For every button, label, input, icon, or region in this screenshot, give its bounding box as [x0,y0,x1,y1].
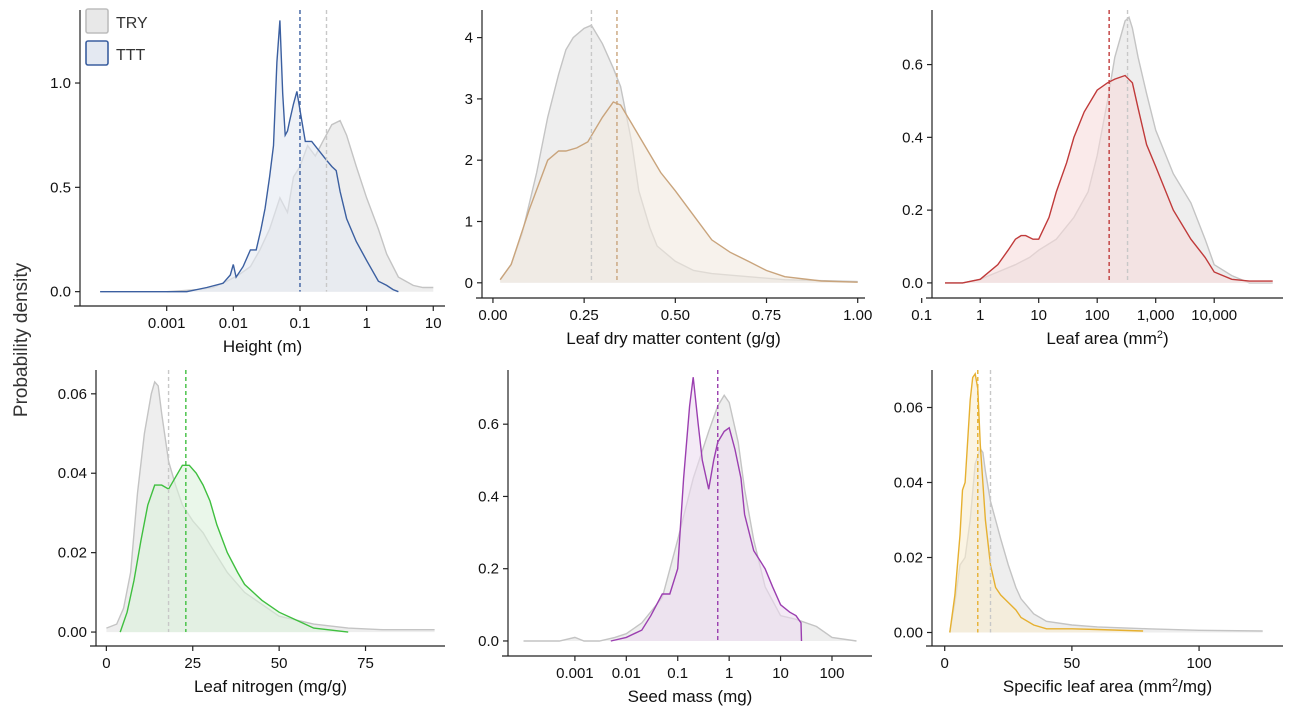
sla-x-tick-label: 0 [941,655,949,672]
leaf-area-x-tick-label: 10 [1030,307,1047,324]
panel-leaf-area: 0.0 0.2 0.4 0.6 0.1 1 10 100 1,000 10,000 Leaf are… [902,10,1283,348]
leaf-nitrogen-y-tick-label: 0.04 [58,465,87,482]
height-x-tick-label: 0.1 [290,315,311,332]
y-axis-label: Probability density [11,262,32,417]
ldmc-y-tick-label: 0 [465,275,473,292]
leaf-nitrogen-y-tick-label: 0.06 [58,386,87,403]
sla-y-tick-label: 0.00 [894,625,923,642]
panel-seed-mass: 0.0 0.2 0.4 0.6 0.001 0.01 0.1 1 10 100 Seed mass … [478,370,872,706]
ldmc-density-line-ttt [499,101,858,283]
leaf-nitrogen-y-tick-label: 0.00 [58,624,87,641]
seed-mass-x-axis-title: Seed mass (mg) [628,687,753,706]
panel-specific-leaf-area: 0.00 0.02 0.04 0.06 0 50 100 Specific leaf area… [894,370,1283,696]
seed-mass-x-tick-label: 1 [725,665,733,682]
leaf-area-x-tick-label: 100 [1085,307,1110,324]
ldmc-y-tick-label: 4 [465,30,473,47]
height-density-line-ttt [100,20,399,293]
sla-x-tick-label: 100 [1187,655,1212,672]
leaf-area-x-tick-label: 0.1 [911,307,932,324]
ldmc-y-tick-label: 3 [465,91,473,108]
leaf-nitrogen-x-tick-label: 25 [184,655,201,672]
leaf-area-y-tick-label: 0.0 [902,275,923,292]
leaf-nitrogen-density-line-ttt [119,464,349,633]
leaf-area-y-tick-label: 0.6 [902,57,923,74]
seed-mass-x-tick-label: 0.1 [667,665,688,682]
panel-leaf-nitrogen: 0.00 0.02 0.04 0.06 0 25 50 75 Leaf nitrogen (mg… [58,370,445,696]
leaf-area-y-tick-label: 0.2 [902,202,923,219]
panel-height: 0.0 0.5 1.0 0.001 0.01 0.1 1 10 Height (m) [50,10,445,356]
sla-x-tick-label: 50 [1064,655,1081,672]
seed-mass-density-line-ttt [610,377,803,642]
leaf-area-x-tick-label: 1 [976,307,984,324]
leaf-nitrogen-x-tick-label: 75 [357,655,374,672]
ldmc-y-tick-label: 2 [465,152,473,169]
height-x-tick-label: 0.01 [219,315,248,332]
legend-swatch-ttt [85,40,109,66]
height-x-tick-label: 1 [362,315,370,332]
sla-x-axis-title: Specific leaf area (mm2/mg) [1003,677,1212,696]
height-y-tick-label: 0.0 [50,284,71,301]
height-x-axis-title: Height (m) [223,337,302,356]
sla-y-tick-label: 0.02 [894,550,923,567]
seed-mass-y-tick-label: 0.0 [478,633,499,650]
seed-mass-x-tick-label: 100 [819,665,844,682]
legend: TRY TTT [85,8,148,66]
ldmc-y-tick-label: 1 [465,214,473,231]
seed-mass-x-tick-label: 10 [772,665,789,682]
height-y-tick-label: 0.5 [50,179,71,196]
leaf-nitrogen-y-tick-label: 0.02 [58,545,87,562]
seed-mass-x-tick-label: 0.01 [612,665,641,682]
leaf-area-x-axis-title: Leaf area (mm2) [1046,329,1168,348]
leaf-area-x-tick-label: 1,000 [1137,307,1175,324]
legend-label-try: TRY [116,15,148,32]
legend-label-ttt: TTT [116,47,146,64]
ldmc-density-area-ttt [500,102,858,283]
ldmc-x-tick-label: 1.00 [843,307,872,324]
ldmc-x-tick-label: 0.50 [661,307,690,324]
sla-y-tick-label: 0.04 [894,475,923,492]
seed-mass-density-area-ttt [610,377,802,641]
sla-density-line-ttt [949,371,1144,633]
legend-swatch-try [85,8,109,34]
leaf-nitrogen-x-tick-label: 0 [102,655,110,672]
leaf-area-x-tick-label: 10,000 [1191,307,1237,324]
ldmc-x-tick-label: 0.00 [478,307,507,324]
leaf-nitrogen-x-tick-label: 50 [271,655,288,672]
sla-density-area-ttt [949,373,1144,633]
leaf-area-density-line-ttt [945,74,1273,284]
sla-y-tick-label: 0.06 [894,400,923,417]
ldmc-x-tick-label: 0.25 [570,307,599,324]
seed-mass-y-tick-label: 0.6 [478,416,499,433]
height-density-area-ttt [100,20,399,292]
ldmc-x-tick-label: 0.75 [752,307,781,324]
leaf-nitrogen-density-area-ttt [120,465,349,633]
panel-leaf-dry-matter-content: 0 1 2 3 4 0.00 0.25 0.50 0.75 1.00 Leaf dry matter… [465,10,872,348]
leaf-nitrogen-x-axis-title: Leaf nitrogen (mg/g) [194,677,347,696]
leaf-area-y-tick-label: 0.4 [902,129,923,146]
ldmc-x-axis-title: Leaf dry matter content (g/g) [566,329,781,348]
seed-mass-y-tick-label: 0.2 [478,561,499,578]
height-x-tick-label: 10 [425,315,442,332]
seed-mass-y-tick-label: 0.4 [478,488,499,505]
seed-mass-x-tick-label: 0.001 [556,665,594,682]
height-x-tick-label: 0.001 [148,315,186,332]
height-y-tick-label: 1.0 [50,75,71,92]
